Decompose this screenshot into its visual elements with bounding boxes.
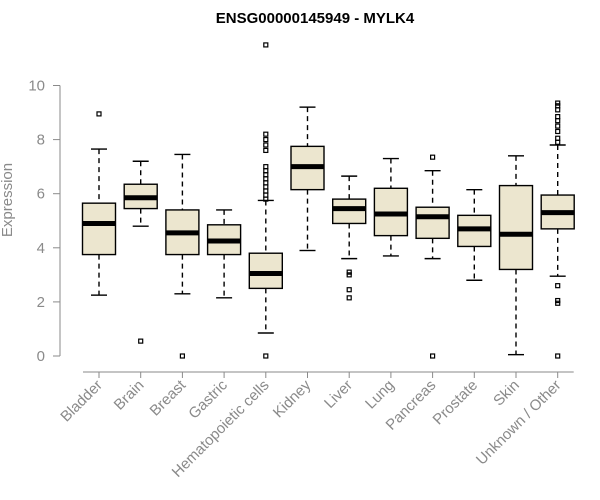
outlier-point	[263, 168, 269, 174]
x-tick-label: Lung	[362, 377, 398, 413]
box-liver	[332, 175, 367, 301]
box-gastric	[206, 209, 242, 299]
box-kidney	[290, 106, 325, 252]
box-skin	[498, 155, 534, 356]
box-prostate	[457, 188, 492, 281]
outlier-point	[555, 114, 561, 120]
iqr-box	[498, 184, 534, 271]
outlier-point	[346, 287, 352, 293]
y-tick-label: 2	[37, 294, 45, 311]
y-axis-label: Expression	[0, 163, 16, 237]
outlier-point	[263, 192, 269, 198]
y-tick-label: 4	[37, 240, 45, 257]
outlier-point	[263, 137, 269, 143]
outlier-point	[179, 353, 185, 359]
x-tick-label: Brain	[111, 377, 148, 414]
outlier-point	[346, 272, 352, 278]
box-unknown-other	[540, 100, 575, 359]
box-lung	[373, 157, 409, 257]
outlier-point	[263, 164, 269, 170]
box-bladder	[81, 111, 117, 296]
outlier-point	[555, 128, 561, 135]
outlier-point	[555, 139, 561, 145]
outlier-point	[96, 111, 102, 117]
y-tick-label: 0	[37, 348, 45, 365]
x-tick-label: Bladder	[57, 377, 106, 426]
x-tick-label: Liver	[321, 377, 356, 412]
box-pancreas	[415, 154, 450, 359]
outlier-point	[430, 154, 436, 160]
y-axis: 0 2 4 6 8 10	[28, 78, 574, 373]
outlier-point	[263, 184, 269, 190]
outlier-point	[555, 283, 561, 289]
y-tick-label: 6	[37, 186, 45, 203]
outlier-point	[555, 123, 561, 129]
iqr-box	[248, 252, 284, 290]
y-tick-label: 8	[37, 132, 45, 149]
iqr-box	[332, 198, 367, 225]
outlier-point	[555, 300, 561, 306]
outlier-point	[263, 42, 269, 48]
outlier-point	[263, 172, 269, 178]
outlier-point	[555, 107, 561, 113]
outlier-point	[138, 338, 144, 344]
x-tick-label: Kidney	[270, 376, 315, 421]
x-tick-label: Prostate	[430, 377, 482, 429]
outlier-point	[555, 135, 561, 141]
outlier-point	[263, 353, 269, 359]
outlier-point	[555, 353, 561, 359]
outlier-point	[263, 176, 269, 182]
outlier-point	[263, 180, 269, 186]
outlier-point	[263, 188, 269, 194]
boxes-group	[81, 42, 575, 359]
outlier-point	[555, 100, 561, 106]
iqr-box	[415, 206, 450, 240]
outlier-point	[263, 131, 269, 137]
box-brain	[123, 160, 158, 344]
x-tick-label: Skin	[490, 377, 523, 410]
outlier-point	[555, 297, 561, 304]
chart-title: ENSG00000145949 - MYLK4	[216, 10, 415, 27]
outlier-point	[555, 103, 561, 109]
outlier-point	[263, 142, 269, 148]
outlier-point	[430, 353, 436, 359]
outlier-point	[346, 295, 352, 301]
iqr-box	[81, 202, 117, 256]
box-breast	[165, 153, 200, 359]
x-tick-label: Breast	[147, 376, 190, 419]
y-tick-label: 10	[28, 78, 45, 95]
box-hematopoietic-cells	[248, 42, 284, 359]
outlier-point	[263, 147, 269, 154]
outlier-point	[555, 118, 561, 124]
outlier-point	[346, 269, 352, 275]
